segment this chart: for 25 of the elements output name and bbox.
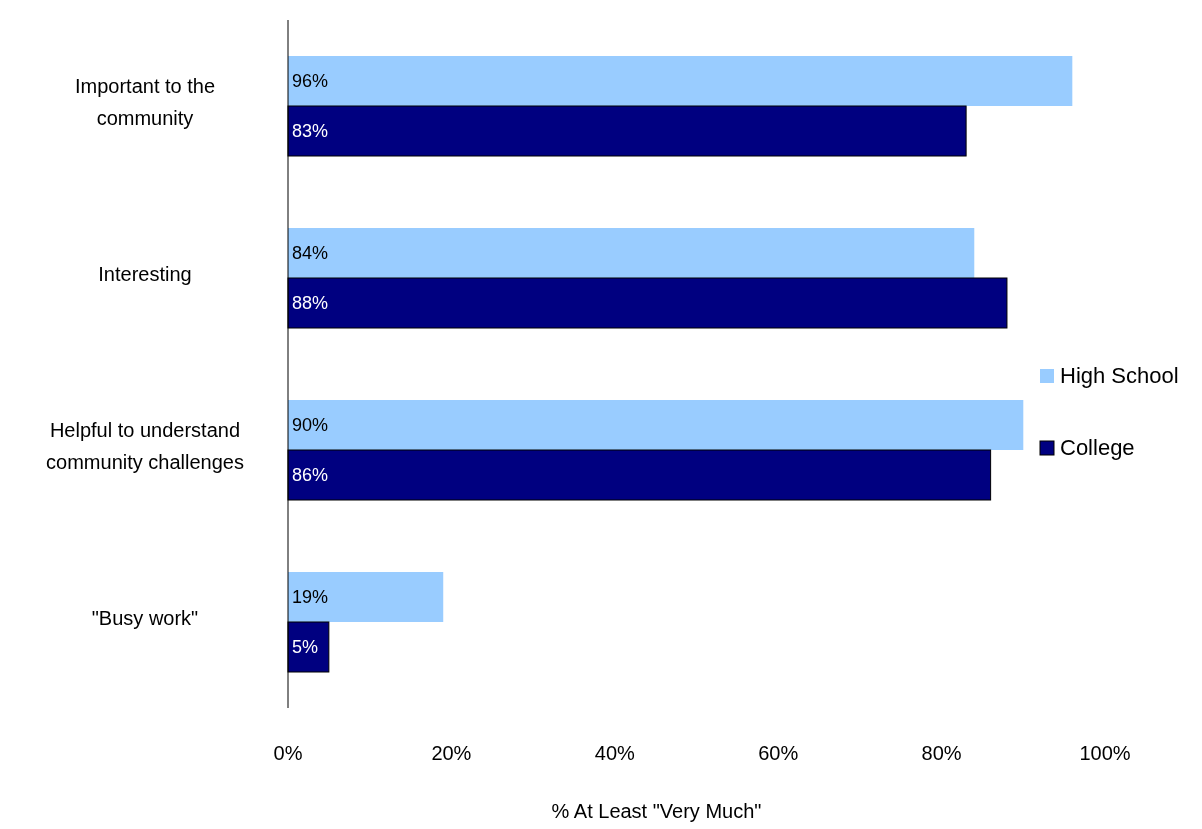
data-label: 88% [292,293,329,313]
data-label: 86% [292,465,329,485]
data-label: 5% [292,637,319,657]
y-tick-label: Helpful to understand community challenges [46,419,244,473]
bar [288,228,975,278]
y-tick-label: Important to the community [74,75,216,129]
y-tick-label: Interesting [98,263,192,285]
data-label: 19% [292,587,329,607]
x-tick-label: 20% [431,742,472,764]
bar [288,400,1024,450]
x-tick-label: 80% [921,742,962,764]
data-label: 83% [292,121,329,141]
y-tick-label: "Busy work" [91,607,199,629]
x-tick-label: 60% [758,742,799,764]
bar [288,56,1073,106]
data-label: 90% [292,415,329,435]
bar [288,572,444,622]
x-axis-title: % At Least "Very Much" [551,800,762,822]
x-tick-label: 0% [273,742,303,764]
legend-label: High School [1060,363,1179,388]
x-tick-label: 100% [1079,742,1131,764]
data-label: 84% [292,243,329,263]
legend-label: College [1060,435,1135,460]
data-label: 96% [292,71,329,91]
x-tick-label: 40% [594,742,636,764]
